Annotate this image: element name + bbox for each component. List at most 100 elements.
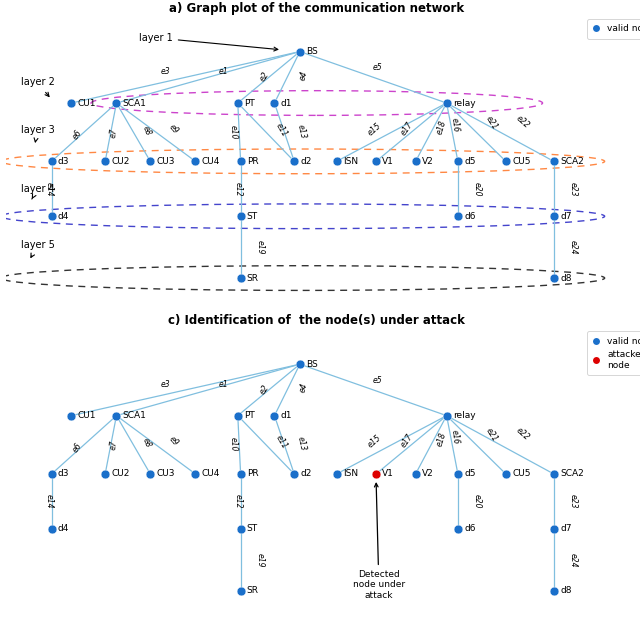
Text: e15: e15	[366, 121, 383, 137]
Text: e6: e6	[70, 129, 83, 142]
Text: BS: BS	[306, 360, 318, 369]
Point	[548, 211, 559, 221]
Text: e14: e14	[44, 182, 53, 196]
Point	[236, 586, 246, 596]
Text: CU3: CU3	[157, 157, 175, 166]
Text: d8: d8	[560, 586, 572, 595]
Point	[100, 156, 110, 167]
Point	[111, 410, 122, 420]
Point	[289, 469, 300, 479]
Point	[145, 156, 156, 167]
Text: e17: e17	[399, 120, 415, 137]
Text: e17: e17	[399, 433, 415, 450]
Text: d8: d8	[560, 274, 572, 283]
Text: e22: e22	[515, 426, 531, 442]
Point	[500, 156, 511, 167]
Point	[442, 410, 452, 420]
Point	[100, 469, 110, 479]
Text: e5: e5	[372, 376, 382, 385]
Text: ST: ST	[247, 524, 258, 533]
Text: CU1: CU1	[77, 98, 96, 108]
Legend: valid node, attacked
node: valid node, attacked node	[588, 331, 640, 375]
Text: d1: d1	[281, 411, 292, 420]
Text: e9: e9	[167, 435, 180, 448]
Text: e3: e3	[161, 380, 171, 389]
Point	[442, 98, 452, 108]
Text: e24: e24	[569, 553, 578, 567]
Point	[452, 211, 463, 221]
Text: CU1: CU1	[77, 411, 96, 420]
Text: e8: e8	[141, 437, 153, 449]
Text: e2: e2	[258, 70, 271, 84]
Point	[47, 211, 57, 221]
Text: e16: e16	[450, 117, 460, 133]
Point	[500, 469, 511, 479]
Point	[548, 156, 559, 167]
Point	[269, 98, 280, 108]
Text: V2: V2	[422, 157, 433, 166]
Point	[190, 469, 200, 479]
Point	[145, 469, 156, 479]
Point	[410, 156, 420, 167]
Point	[452, 469, 463, 479]
Text: e18: e18	[435, 119, 449, 135]
Text: e12: e12	[234, 182, 243, 196]
Text: d7: d7	[560, 212, 572, 221]
Text: ISN: ISN	[343, 470, 358, 478]
Point	[295, 359, 305, 369]
Point	[269, 410, 280, 420]
Text: e21: e21	[484, 114, 500, 131]
Text: d3: d3	[58, 157, 69, 166]
Text: SCA1: SCA1	[123, 411, 147, 420]
Text: d2: d2	[300, 157, 312, 166]
Point	[548, 524, 559, 534]
Point	[452, 524, 463, 534]
Point	[236, 211, 246, 221]
Text: layer 4: layer 4	[20, 184, 54, 199]
Text: PT: PT	[244, 98, 255, 108]
Point	[66, 98, 76, 108]
Text: SCA2: SCA2	[560, 470, 584, 478]
Text: SCA1: SCA1	[123, 98, 147, 108]
Text: e6: e6	[70, 441, 83, 454]
Point	[332, 469, 342, 479]
Text: CU5: CU5	[512, 470, 531, 478]
Text: e20: e20	[473, 494, 482, 508]
Point	[236, 524, 246, 534]
Text: e20: e20	[473, 182, 482, 196]
Text: e12: e12	[234, 494, 243, 508]
Text: BS: BS	[306, 47, 318, 56]
Text: e8: e8	[141, 124, 153, 137]
Text: e11: e11	[274, 121, 289, 138]
Text: layer 1: layer 1	[139, 33, 278, 51]
Text: d5: d5	[464, 470, 476, 478]
Text: d6: d6	[464, 524, 476, 533]
Text: ISN: ISN	[343, 157, 358, 166]
Point	[236, 273, 246, 283]
Text: e10: e10	[229, 437, 238, 452]
Text: d5: d5	[464, 157, 476, 166]
Text: SCA2: SCA2	[560, 157, 584, 166]
Text: layer 2: layer 2	[20, 77, 54, 96]
Text: d3: d3	[58, 470, 69, 478]
Text: CU2: CU2	[111, 470, 130, 478]
Point	[452, 156, 463, 167]
Text: e13: e13	[295, 436, 307, 452]
Text: e10: e10	[229, 124, 238, 140]
Text: e23: e23	[569, 494, 578, 508]
Text: CU4: CU4	[202, 157, 220, 166]
Point	[47, 156, 57, 167]
Text: e9: e9	[167, 122, 180, 135]
Text: e19: e19	[256, 553, 265, 567]
Text: d4: d4	[58, 524, 69, 533]
Text: relay: relay	[453, 411, 476, 420]
Text: CU3: CU3	[157, 470, 175, 478]
Text: e7: e7	[109, 128, 118, 138]
Text: d2: d2	[300, 470, 312, 478]
Text: CU2: CU2	[111, 157, 130, 166]
Point	[371, 469, 381, 479]
Text: d7: d7	[560, 524, 572, 533]
Text: e21: e21	[484, 427, 500, 444]
Text: e1: e1	[218, 380, 228, 389]
Text: relay: relay	[453, 98, 476, 108]
